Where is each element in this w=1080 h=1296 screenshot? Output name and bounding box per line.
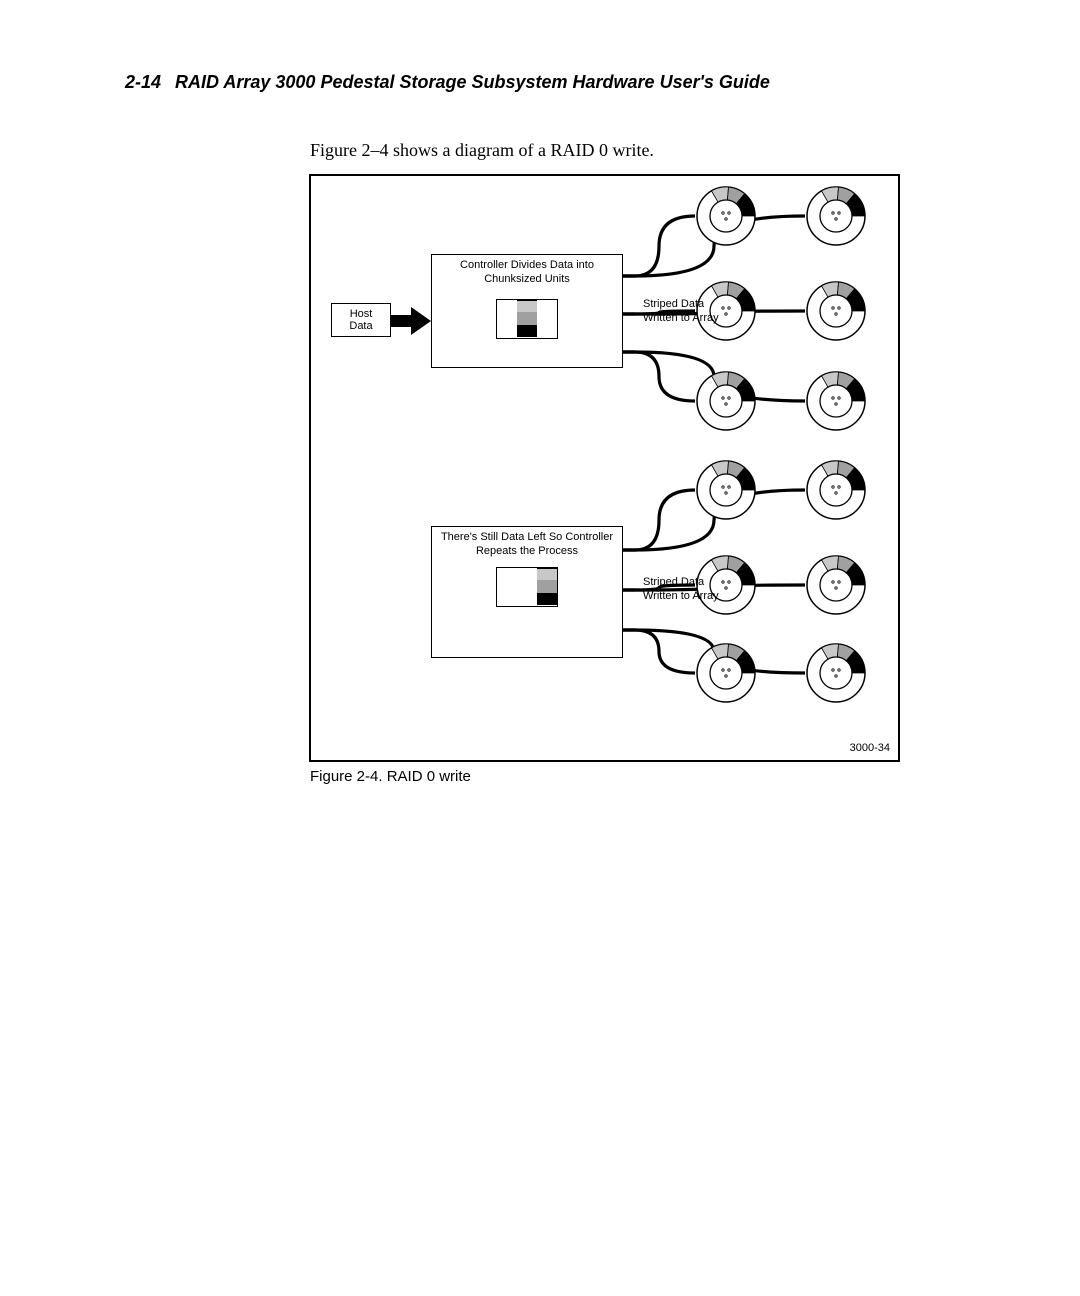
doc-id: 3000-34 (850, 742, 890, 754)
controller2-title: There's Still Data Left So Controller Re… (432, 527, 622, 561)
controller1-title: Controller Divides Data into Chunksized … (432, 255, 622, 289)
stripe-label-1: Striped Data Written to Array (643, 298, 719, 326)
stripe-viz-2 (496, 567, 558, 607)
figure-caption: Figure 2-4. RAID 0 write (310, 768, 471, 785)
page-header: 2-14 RAID Array 3000 Pedestal Storage Sub… (125, 72, 770, 93)
header-title: RAID Array 3000 Pedestal Storage Subsyst… (175, 72, 770, 92)
host-data-box: Host Data (331, 303, 391, 337)
host-arrow-icon (391, 307, 431, 335)
page-number: 2-14 (125, 72, 161, 92)
controller-box-1: Controller Divides Data into Chunksized … (431, 254, 623, 368)
stripe-label-2: Striped Data Written to Array (643, 576, 719, 604)
host-data-label: Host Data (349, 308, 372, 332)
stripe-viz-1 (496, 299, 558, 339)
figure-box: Host Data Controller Divides Data into C… (309, 174, 900, 762)
intro-text: Figure 2–4 shows a diagram of a RAID 0 w… (310, 140, 654, 161)
controller-box-2: There's Still Data Left So Controller Re… (431, 526, 623, 658)
